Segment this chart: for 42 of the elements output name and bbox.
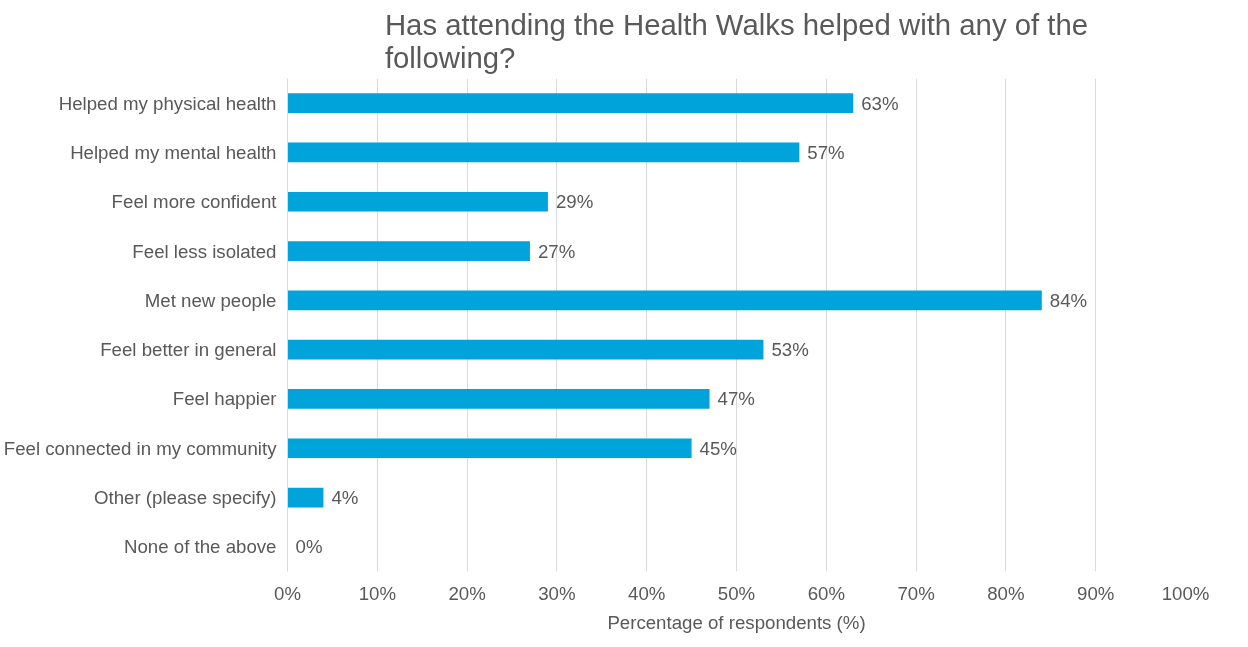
y-tick-label: Feel more confident — [111, 191, 278, 213]
data-label: 63% — [861, 92, 899, 114]
bar — [287, 241, 530, 261]
chart-title: Has attending the Health Walks helped with any of the following? — [384, 7, 1089, 74]
data-label: 0% — [295, 536, 323, 558]
bar — [287, 438, 692, 459]
data-label: 47% — [717, 388, 755, 410]
y-tick-label: Helped my physical health — [58, 92, 277, 114]
y-tick-label: Feel less isolated — [132, 240, 277, 262]
y-tick-label: Feel connected in my community — [3, 437, 278, 459]
y-tick-label: Met new people — [144, 289, 277, 311]
bar — [287, 142, 800, 163]
x-tick-label: 0% — [274, 582, 301, 604]
bar — [287, 339, 764, 360]
x-tick-label: 80% — [987, 582, 1025, 604]
x-tick-label: 30% — [538, 582, 576, 604]
bar — [287, 389, 710, 409]
x-tick-label: 10% — [358, 582, 396, 604]
data-label: 4% — [331, 487, 359, 509]
y-tick-label: Helped my mental health — [70, 141, 277, 163]
x-tick-label: 40% — [628, 582, 666, 604]
data-label: 57% — [807, 141, 845, 163]
data-label: 53% — [771, 339, 809, 361]
x-tick-label: 20% — [448, 582, 486, 604]
x-tick-label: 60% — [807, 582, 845, 604]
x-tick-label: 50% — [717, 582, 756, 604]
data-label: 45% — [699, 437, 737, 459]
bar — [287, 487, 324, 508]
x-axis-title: Percentage of respondents (%) — [607, 611, 866, 633]
y-tick-label: Feel happier — [172, 388, 277, 410]
x-tick-label: 100% — [1161, 582, 1210, 604]
y-tick-label: Feel better in general — [100, 339, 277, 361]
data-label: 29% — [555, 191, 594, 213]
x-tick-label: 90% — [1077, 582, 1115, 604]
bar — [287, 191, 548, 212]
y-tick-label: Other (please specify) — [94, 487, 277, 509]
data-label: 27% — [537, 240, 576, 262]
x-tick-label: 70% — [897, 582, 935, 604]
data-label: 84% — [1049, 289, 1088, 311]
y-tick-label: None of the above — [124, 536, 277, 558]
bar — [287, 93, 854, 114]
bar — [287, 290, 1042, 311]
